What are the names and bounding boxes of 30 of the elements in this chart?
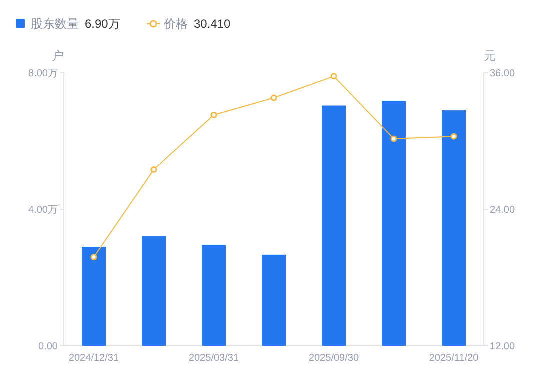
bar [442,110,466,346]
bar [202,244,226,346]
bar [142,236,166,346]
point [330,73,338,80]
y-axis-title: 户 [52,49,64,63]
bar [82,247,106,346]
y-tick-label: 8.00万 [28,68,58,80]
x-tick-label: 2025/09/30 [308,353,360,364]
point [210,112,218,118]
y2-axis-title: 元 [484,49,496,63]
bar [262,254,286,346]
y2-tick-label: 36.00 [490,68,516,80]
legend-label: 价格 [163,17,188,32]
legend-label: 股东数量 [31,17,79,32]
point [150,166,158,173]
y-tick-label: 4.00万 [28,205,58,216]
bar [322,106,346,346]
text: 30.410 [194,17,232,32]
x-tick-label: 2024/12/31 [68,353,120,364]
point [390,136,398,142]
point [450,133,458,140]
y2-tick-label: 12.00 [490,342,516,352]
x-tick-label: 2025/11/20 [429,353,480,364]
point [90,254,98,261]
y2-tick-label: 24.00 [490,205,516,216]
x-tick-label: 2025/03/31 [188,353,240,364]
text: 6.90万 [85,17,120,32]
y-tick-label: 0.00 [38,342,58,352]
bar [382,100,406,346]
point [270,94,278,102]
